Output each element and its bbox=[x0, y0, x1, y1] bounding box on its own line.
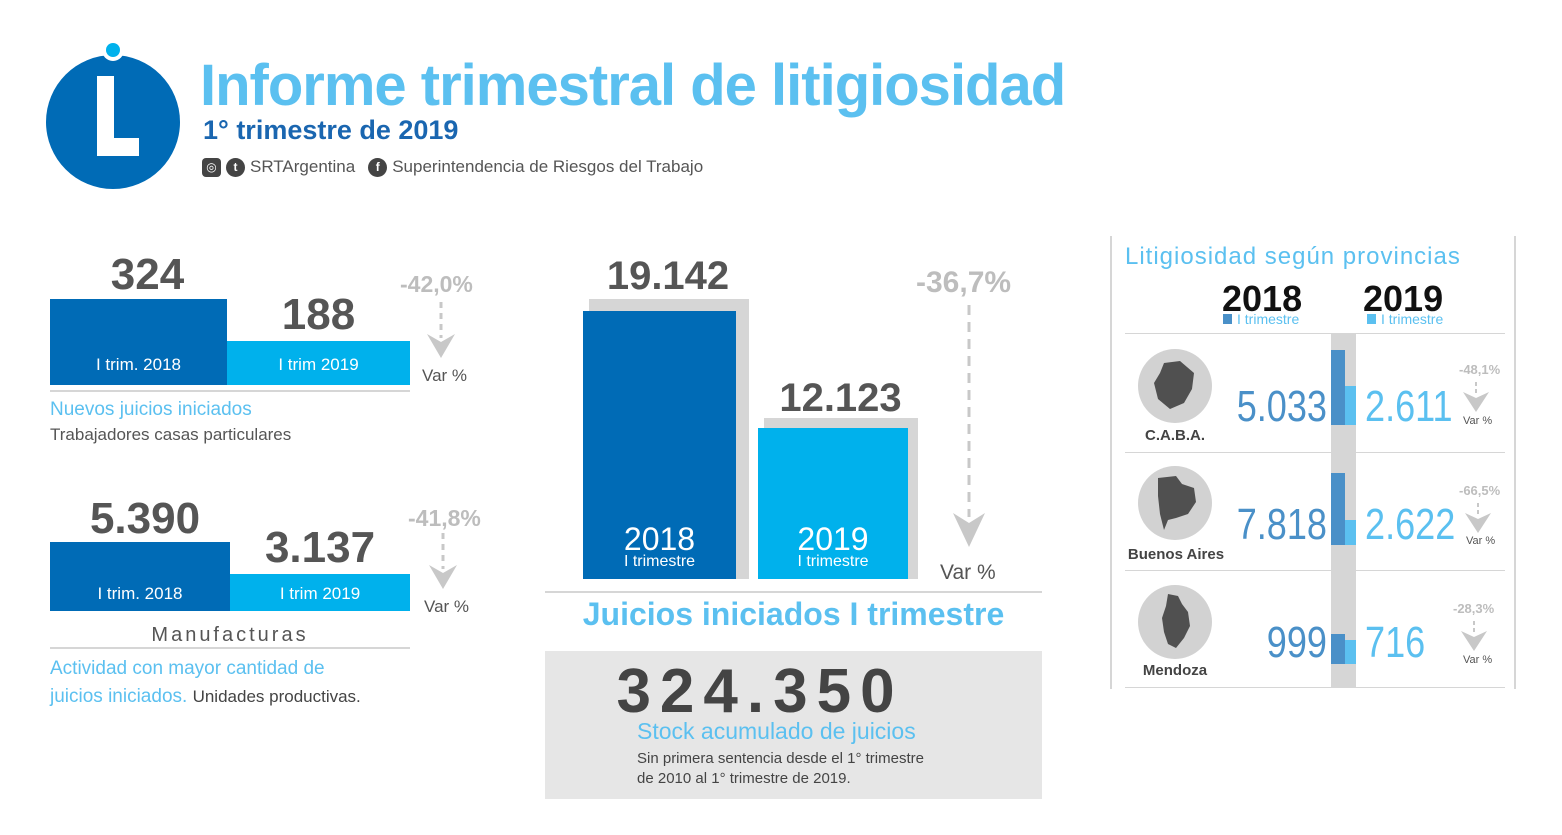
provinces-title: Litigiosidad según provincias bbox=[1125, 243, 1461, 270]
divider bbox=[50, 390, 410, 392]
provinces-year-2018: 2018 bbox=[1222, 278, 1303, 319]
divider bbox=[50, 647, 410, 649]
divider bbox=[1125, 687, 1505, 688]
divider bbox=[1125, 570, 1505, 571]
page-subtitle: 1° trimestre de 2019 bbox=[203, 115, 459, 145]
sector-name: Manufacturas bbox=[151, 624, 309, 646]
main-2019-bar bbox=[758, 428, 908, 579]
stock-desc-line2: de 2010 al 1° trimestre de 2019. bbox=[637, 770, 851, 787]
mendoza-map-icon bbox=[1162, 594, 1190, 648]
buenos-aires-2018-bar bbox=[1331, 473, 1345, 545]
main-2019-period: I trimestre bbox=[797, 553, 869, 570]
main-2018-period: I trimestre bbox=[623, 553, 696, 570]
caba-var-label: Var % bbox=[1463, 415, 1493, 427]
mendoza-2018-bar bbox=[1331, 634, 1345, 664]
manufacturing-2019-value: 3.137 bbox=[264, 523, 376, 572]
facebook-icon[interactable]: f bbox=[368, 157, 388, 177]
buenos-aires-2019-value: 2.622 bbox=[1365, 500, 1456, 549]
divider bbox=[1125, 452, 1505, 453]
manufacturing-caption-dark: Unidades productivas. bbox=[192, 687, 361, 706]
mendoza-variation: -28,3% bbox=[1453, 601, 1495, 616]
mendoza-2018-value: 999 bbox=[1266, 618, 1327, 667]
buenos-aires-2019-bar bbox=[1345, 520, 1356, 545]
main-2018-bar bbox=[583, 311, 736, 579]
down-arrow-icon bbox=[1461, 621, 1487, 651]
manufacturing-2019-bar bbox=[230, 574, 410, 611]
main-var-label: Var % bbox=[940, 561, 996, 584]
instagram-icon[interactable]: ◎ bbox=[202, 157, 221, 177]
stock-desc-line1: Sin primera sentencia desde el 1° trimes… bbox=[637, 750, 924, 767]
social-handle[interactable]: SRTArgentina bbox=[250, 157, 356, 176]
divider bbox=[545, 591, 1042, 593]
province-name-mendoza: Mendoza bbox=[1142, 662, 1208, 679]
domestic-2019-value: 188 bbox=[281, 290, 356, 339]
twitter-icon[interactable]: t bbox=[226, 157, 245, 177]
domestic-2019-bar bbox=[227, 341, 410, 385]
manufacturing-variation: -41,8% bbox=[408, 505, 481, 531]
main-caption: Juicios iniciados I trimestre bbox=[582, 596, 1005, 632]
mendoza-var-label: Var % bbox=[1463, 654, 1493, 666]
mendoza-2019-value: 716 bbox=[1365, 618, 1426, 667]
down-arrow-icon bbox=[1463, 382, 1489, 412]
legend-2019-swatch bbox=[1367, 314, 1376, 324]
domestic-caption-title: Nuevos juicios iniciados bbox=[50, 399, 252, 420]
caba-2019-bar bbox=[1345, 386, 1356, 425]
domestic-variation: -42,0% bbox=[400, 271, 473, 297]
legend-2019-label: I trimestre bbox=[1381, 311, 1444, 327]
srt-logo bbox=[46, 39, 180, 189]
caba-map-icon bbox=[1154, 361, 1194, 409]
facebook-page[interactable]: Superintendencia de Riesgos del Trabajo bbox=[392, 157, 704, 176]
main-2019-value: 12.123 bbox=[779, 376, 902, 420]
buenos-aires-variation: -66,5% bbox=[1459, 483, 1501, 498]
panel-border-left bbox=[1110, 236, 1112, 689]
main-variation: -36,7% bbox=[916, 266, 1012, 299]
down-arrow-icon bbox=[427, 302, 455, 358]
page-title: Informe trimestral de litigiosidad bbox=[200, 53, 1066, 118]
domestic-2019-label: I trim 2019 bbox=[278, 355, 359, 374]
manufacturing-2018-label: I trim. 2018 bbox=[97, 584, 183, 603]
stock-value: 324.350 bbox=[616, 657, 904, 726]
main-2018-year: 2018 bbox=[623, 521, 696, 557]
buenos-aires-map-icon bbox=[1158, 476, 1196, 530]
manufacturing-2019-label: I trim 2019 bbox=[279, 584, 361, 603]
manufacturing-2018-value: 5.390 bbox=[89, 494, 201, 543]
legend-2018-label: I trimestre bbox=[1237, 311, 1300, 327]
down-arrow-icon bbox=[953, 305, 985, 547]
domestic-2018-value: 324 bbox=[110, 250, 185, 299]
caba-2018-value: 5.033 bbox=[1236, 382, 1327, 431]
manufacturing-var-label: Var % bbox=[424, 597, 470, 616]
caba-2018-bar bbox=[1331, 350, 1345, 425]
domestic-2018-label: I trim. 2018 bbox=[95, 355, 182, 374]
social-links: ◎ t SRTArgentina f Superintendencia de R… bbox=[202, 157, 703, 177]
main-2018-value: 19.142 bbox=[606, 254, 730, 298]
buenos-aires-var-label: Var % bbox=[1466, 535, 1496, 547]
manufacturing-2018-bar bbox=[50, 542, 230, 611]
manufacturing-caption-blue: juicios iniciados. bbox=[50, 686, 188, 707]
provinces-year-2019: 2019 bbox=[1363, 278, 1444, 319]
divider bbox=[1125, 333, 1505, 334]
caba-2019-value: 2.611 bbox=[1365, 382, 1453, 431]
legend-2018-swatch bbox=[1223, 314, 1232, 324]
domestic-caption-sub: Trabajadores casas particulares bbox=[50, 425, 292, 444]
domestic-2018-bar bbox=[50, 299, 227, 385]
province-name-caba: C.A.B.A. bbox=[1145, 427, 1205, 444]
mendoza-2019-bar bbox=[1345, 640, 1356, 664]
down-arrow-icon bbox=[1465, 503, 1491, 533]
domestic-var-label: Var % bbox=[422, 366, 468, 385]
buenos-aires-2018-value: 7.818 bbox=[1236, 500, 1327, 549]
stock-panel bbox=[545, 651, 1042, 799]
stock-title: Stock acumulado de juicios bbox=[637, 718, 916, 744]
panel-border-right bbox=[1514, 236, 1516, 689]
province-name-buenos-aires: Buenos Aires bbox=[1127, 546, 1225, 563]
caba-variation: -48,1% bbox=[1459, 362, 1501, 377]
manufacturing-caption-line1: Actividad con mayor cantidad de bbox=[50, 658, 325, 679]
down-arrow-icon bbox=[429, 533, 457, 589]
main-2019-year: 2019 bbox=[797, 521, 869, 557]
